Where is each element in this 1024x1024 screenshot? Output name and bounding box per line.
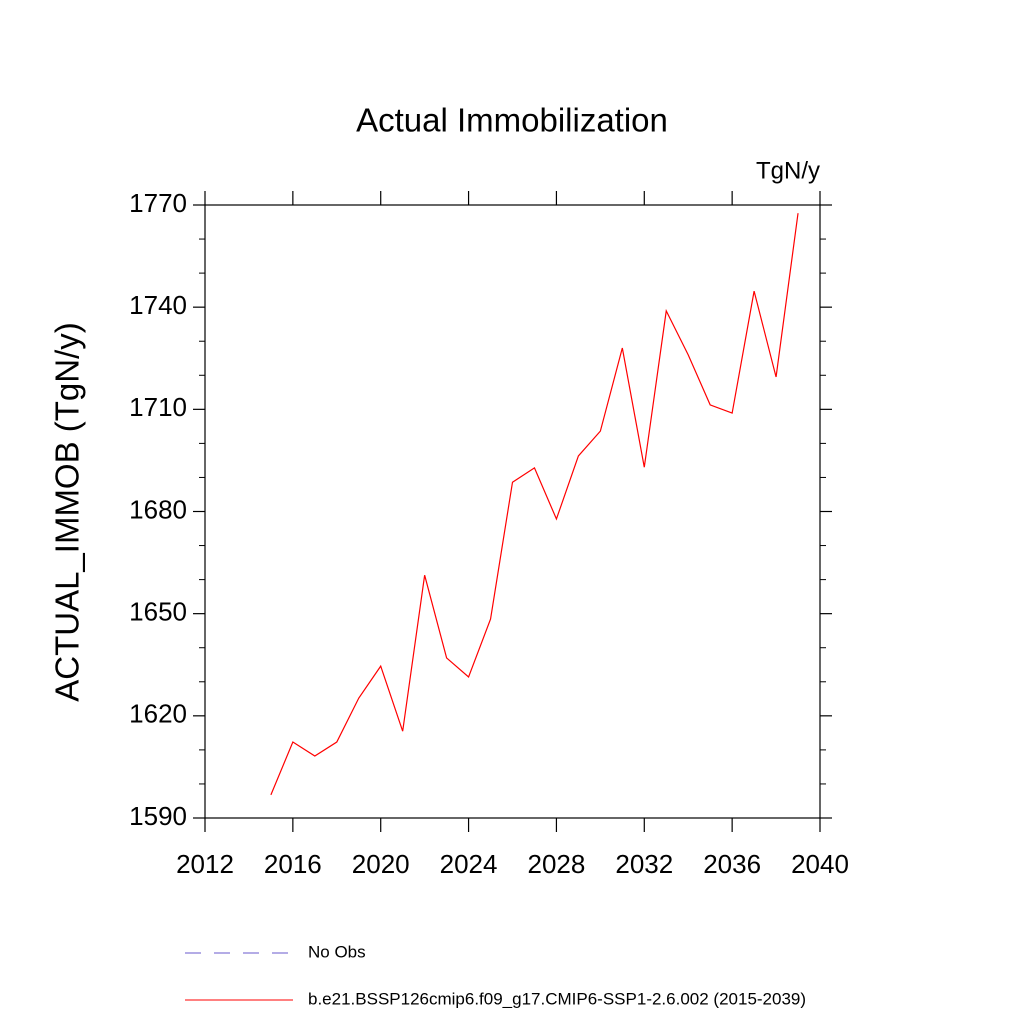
y-axis-label: ACTUAL_IMMOB (TgN/y) [49,322,86,702]
y-tick-label: 1680 [129,494,187,524]
y-tick-label: 1770 [129,188,187,218]
y-tick-label: 1650 [129,597,187,627]
y-tick-label: 1710 [129,392,187,422]
y-tick-label: 1590 [129,801,187,831]
x-tick-label: 2016 [264,849,322,879]
data-line [270,213,799,796]
x-tick-label: 2024 [440,849,498,879]
plot-frame [204,204,821,819]
x-tick-label: 2032 [615,849,673,879]
y-tick-label: 1620 [129,699,187,729]
x-tick-label: 2020 [352,849,410,879]
chart-title: Actual Immobilization [356,102,668,139]
x-tick-label: 2012 [176,849,234,879]
x-tick-label: 2040 [791,849,849,879]
legend-label: No Obs [308,942,366,961]
units-label: TgN/y [756,157,820,184]
x-tick-label: 2036 [703,849,761,879]
legend-label: b.e21.BSSP126cmip6.f09_g17.CMIP6-SSP1-2.… [308,989,806,1008]
y-tick-label: 1740 [129,290,187,320]
x-tick-label: 2028 [528,849,586,879]
